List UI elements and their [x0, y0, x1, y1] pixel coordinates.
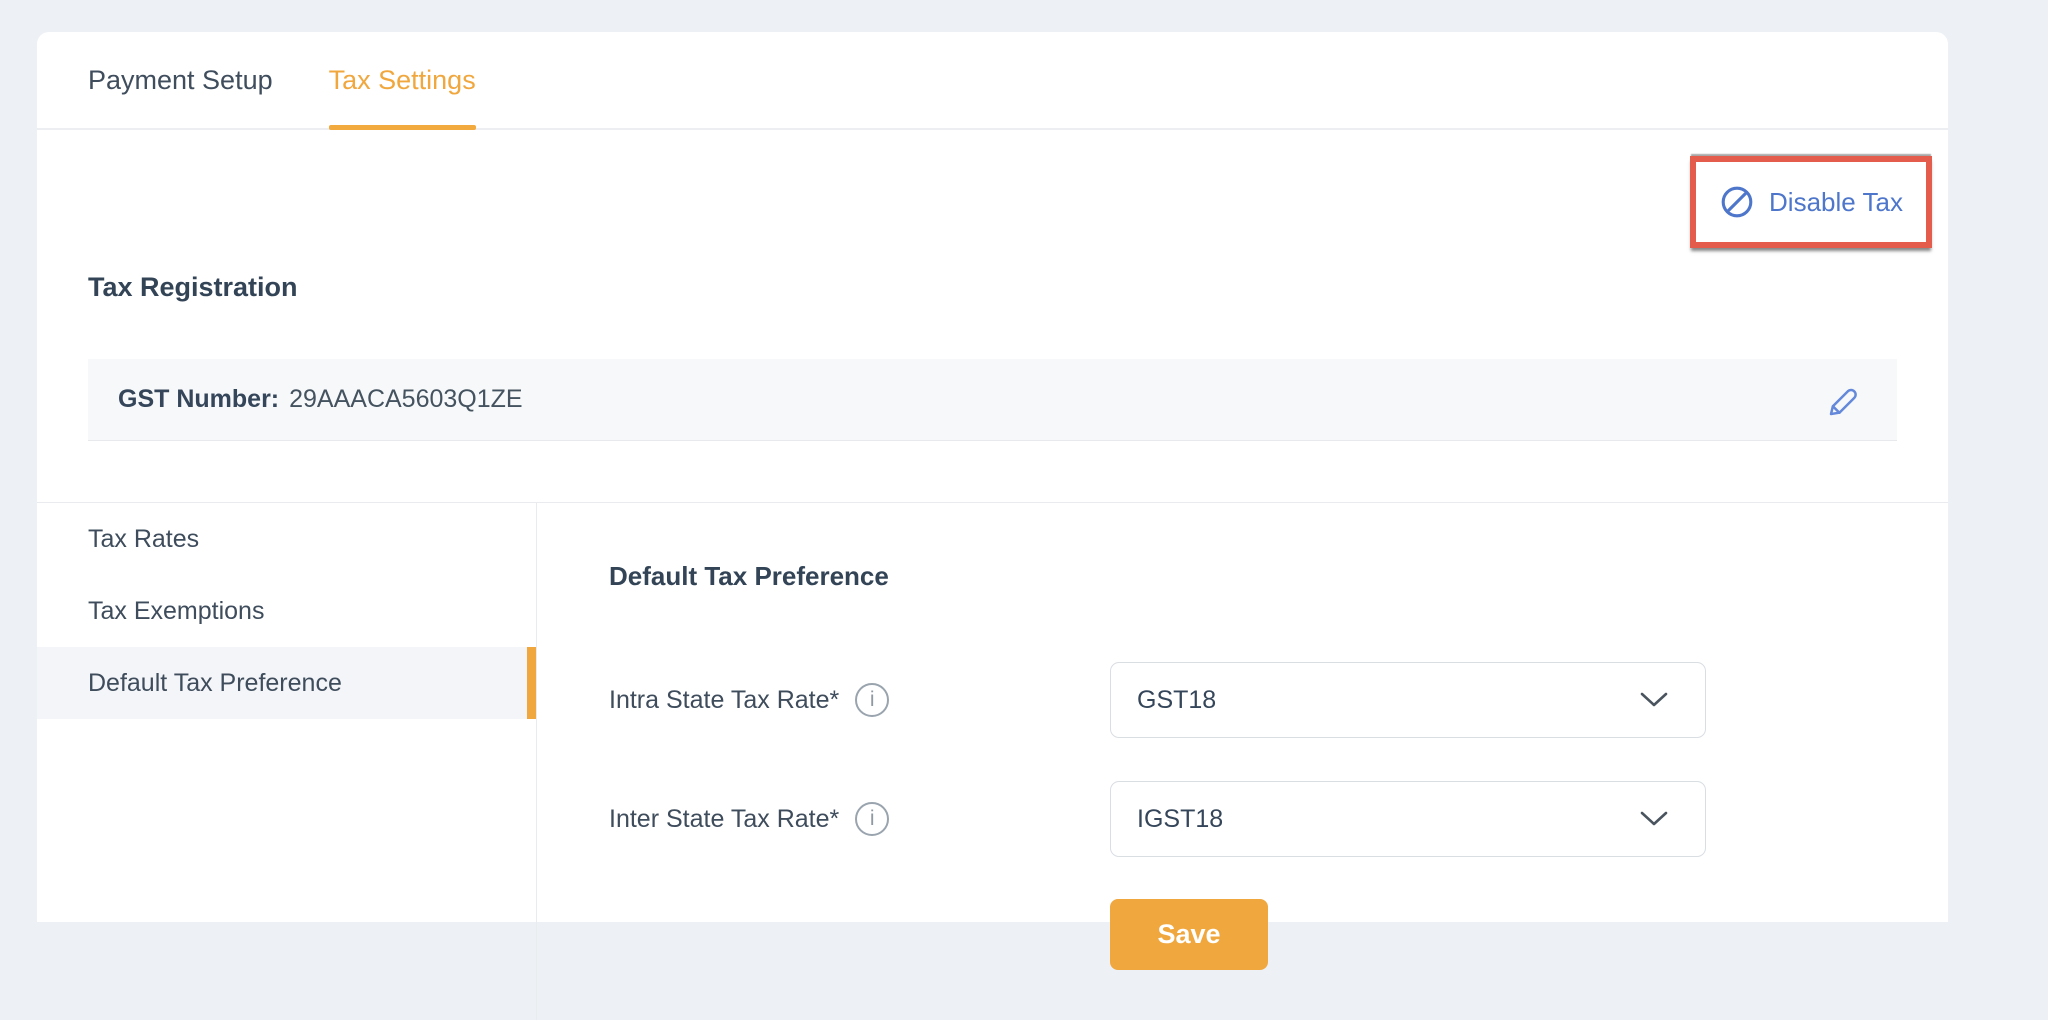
info-icon[interactable]: i — [855, 683, 890, 717]
gst-number-value: 29AAACA5603Q1ZE — [289, 385, 523, 413]
settings-card: Payment Setup Tax Settings Tax Registrat… — [37, 32, 1948, 1020]
gst-number-label: GST Number: — [118, 385, 280, 413]
inter-state-tax-rate-dropdown[interactable]: IGST18 — [1110, 781, 1706, 857]
sidebar-item-default-tax-preference[interactable]: Default Tax Preference — [37, 647, 536, 719]
tab-tax-settings[interactable]: Tax Settings — [328, 32, 476, 130]
gst-number-text: GST Number: 29AAACA5603Q1ZE — [118, 385, 523, 414]
default-tax-preference-panel: Default Tax Preference Intra State Tax R… — [537, 503, 1948, 1020]
tab-payment-setup[interactable]: Payment Setup — [88, 64, 273, 95]
intra-state-label-text: Intra State Tax Rate* — [609, 685, 840, 714]
save-button[interactable]: Save — [1110, 899, 1268, 970]
tax-registration-section: Tax Registration Disable Tax GST Number:… — [37, 130, 1948, 503]
pencil-icon — [1823, 381, 1861, 419]
disable-tax-label: Disable Tax — [1769, 186, 1903, 217]
panel-title: Default Tax Preference — [609, 561, 889, 591]
info-icon[interactable]: i — [855, 802, 890, 836]
inter-state-dropdown-value: IGST18 — [1137, 804, 1224, 833]
gst-number-row: GST Number: 29AAACA5603Q1ZE — [88, 359, 1897, 441]
sidebar: Tax Rates Tax Exemptions Default Tax Pre… — [37, 503, 537, 1020]
intra-state-tax-rate-dropdown[interactable]: GST18 — [1110, 662, 1706, 738]
inter-state-label-text: Inter State Tax Rate* — [609, 804, 840, 833]
page-background: Payment Setup Tax Settings Tax Registrat… — [37, 32, 1948, 1020]
tax-registration-title: Tax Registration — [88, 272, 298, 302]
intra-state-tax-rate-label: Intra State Tax Rate* i — [609, 683, 890, 717]
disable-tax-button[interactable]: Disable Tax — [1719, 184, 1903, 220]
sidebar-item-tax-exemptions[interactable]: Tax Exemptions — [88, 596, 265, 625]
tabs-bar: Payment Setup Tax Settings — [37, 32, 1948, 130]
disable-tax-annotation-highlight: Disable Tax — [1690, 156, 1932, 248]
ban-icon — [1719, 184, 1755, 220]
chevron-down-icon — [1639, 810, 1669, 828]
edit-gst-button[interactable] — [1823, 381, 1861, 419]
intra-state-dropdown-value: GST18 — [1137, 685, 1217, 714]
inter-state-tax-rate-label: Inter State Tax Rate* i — [609, 802, 890, 836]
chevron-down-icon — [1639, 691, 1669, 709]
sidebar-item-tax-rates[interactable]: Tax Rates — [88, 524, 200, 553]
lower-panel: Tax Rates Tax Exemptions Default Tax Pre… — [37, 503, 1948, 1020]
